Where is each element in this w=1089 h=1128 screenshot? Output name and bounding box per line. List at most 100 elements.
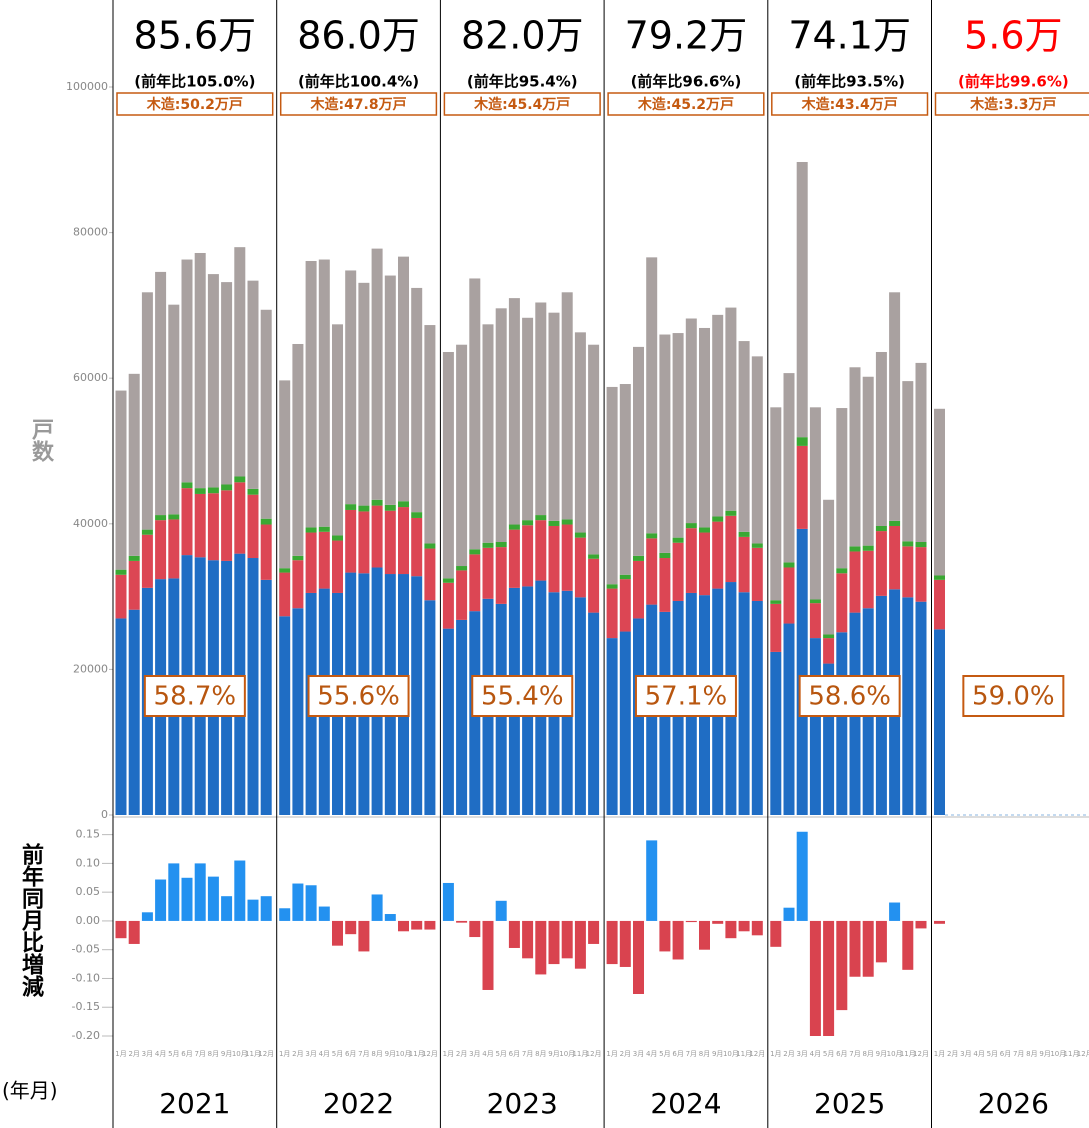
bar-segment: [915, 601, 927, 815]
bar: [751, 920, 763, 936]
bar: [128, 920, 140, 944]
bar-segment: [155, 515, 167, 521]
bar-segment: [260, 579, 272, 815]
month-label: 5月: [495, 1050, 506, 1058]
bar-segment: [207, 274, 219, 488]
bar-segment: [646, 257, 658, 534]
month-label: 4月: [155, 1050, 166, 1058]
month-label: 8月: [371, 1050, 382, 1058]
bar-segment: [128, 560, 140, 610]
bar-segment: [836, 573, 848, 633]
bar-segment: [699, 527, 710, 533]
bar-segment: [411, 287, 423, 513]
bar: [889, 902, 901, 921]
bar-segment: [606, 584, 618, 589]
bar-segment: [411, 517, 423, 577]
month-label: 6月: [1000, 1050, 1011, 1058]
bar-segment: [424, 600, 436, 815]
wood-label: 木造:45.2万戸: [637, 96, 734, 113]
month-label: 6月: [345, 1050, 356, 1058]
bar: [770, 920, 782, 947]
bar-segment: [685, 523, 697, 529]
bar-segment: [823, 499, 835, 635]
bar-segment: [371, 499, 383, 506]
bar-segment: [712, 314, 724, 517]
bar-segment: [247, 488, 259, 495]
month-label: 6月: [836, 1050, 847, 1058]
y-tick-label: 0.15: [76, 828, 101, 841]
month-label: 8月: [208, 1050, 219, 1058]
bar: [535, 920, 547, 975]
bar-segment: [738, 341, 750, 532]
bar-segment: [849, 546, 861, 552]
bar-segment: [796, 445, 808, 529]
bar-segment: [115, 390, 127, 570]
y-tick-label: 0.10: [76, 856, 101, 869]
bar-segment: [862, 376, 874, 546]
month-label: 7月: [1013, 1050, 1024, 1058]
bar-segment: [862, 545, 874, 551]
bar-segment: [889, 292, 901, 521]
bar-segment: [783, 373, 795, 563]
bar-segment: [260, 518, 272, 525]
bar-segment: [398, 501, 409, 508]
bar-segment: [305, 260, 317, 528]
share-box: [634, 675, 737, 717]
month-label: 3月: [960, 1050, 971, 1058]
month-label: 4月: [810, 1050, 821, 1058]
bar: [712, 920, 724, 924]
bar-segment: [155, 271, 167, 516]
bar-segment: [619, 631, 631, 815]
month-label: 8月: [862, 1050, 873, 1058]
bar-segment: [685, 528, 697, 593]
bar-segment: [247, 558, 259, 815]
bar-segment: [809, 407, 821, 600]
month-label: 9月: [548, 1050, 559, 1058]
wood-label: 木造:3.3万戸: [969, 96, 1056, 113]
month-label: 7月: [522, 1050, 533, 1058]
month-label: 12月: [258, 1050, 274, 1058]
month-label: 2月: [620, 1050, 631, 1058]
bar-segment: [128, 555, 140, 561]
bar-segment: [574, 332, 586, 533]
bar-segment: [751, 600, 763, 815]
bar: [411, 920, 423, 930]
bar-segment: [318, 259, 330, 527]
month-label: 4月: [482, 1050, 493, 1058]
bar-segment: [207, 493, 219, 561]
month-label: 6月: [181, 1050, 192, 1058]
month-label: 7月: [194, 1050, 205, 1058]
bar-segment: [155, 520, 167, 580]
bar-segment: [384, 504, 396, 511]
wood-box: [607, 92, 765, 116]
y-tick-label: 60000: [73, 371, 108, 384]
month-label: 12月: [422, 1050, 438, 1058]
bar-segment: [725, 515, 737, 583]
bar: [332, 920, 343, 946]
bar: [442, 882, 454, 921]
bar: [646, 840, 658, 921]
bar: [934, 920, 945, 924]
bar-segment: [221, 490, 233, 561]
bar-segment: [809, 599, 821, 604]
bar-segment: [875, 525, 887, 532]
bar-segment: [508, 298, 520, 525]
bar-segment: [672, 542, 684, 601]
bar-segment: [279, 616, 291, 815]
share-label: 57.1%: [645, 682, 728, 712]
bar-segment: [522, 525, 534, 587]
bar: [619, 920, 631, 967]
year-total: 82.0万: [461, 14, 584, 58]
bar-segment: [535, 520, 547, 581]
bar-segment: [535, 302, 547, 516]
bar-segment: [659, 558, 671, 612]
bar-segment: [619, 579, 631, 632]
bar-segment: [482, 324, 494, 543]
month-label: 3月: [633, 1050, 644, 1058]
bar-segment: [836, 408, 848, 569]
bar: [561, 920, 573, 959]
y-tick-label: 0: [101, 808, 108, 821]
bar-segment: [606, 638, 618, 815]
month-label: 1月: [279, 1050, 290, 1058]
bar-segment: [384, 275, 396, 505]
